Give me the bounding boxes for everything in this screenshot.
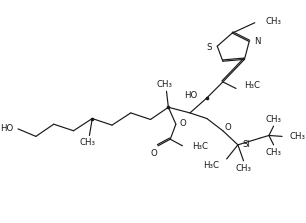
Text: H₃C: H₃C (244, 81, 260, 90)
Text: Si: Si (243, 140, 251, 149)
Text: H₃C: H₃C (192, 142, 208, 151)
Text: HO: HO (184, 91, 197, 101)
Text: N: N (254, 37, 260, 46)
Text: CH₃: CH₃ (266, 148, 282, 157)
Text: O: O (180, 119, 186, 128)
Text: CH₃: CH₃ (157, 80, 173, 89)
Text: O: O (151, 149, 158, 158)
Text: S: S (206, 43, 211, 52)
Text: O: O (225, 124, 232, 132)
Text: CH₃: CH₃ (236, 164, 252, 173)
Text: H₃C: H₃C (203, 161, 219, 170)
Text: CH₃: CH₃ (265, 17, 281, 26)
Text: CH₃: CH₃ (289, 132, 306, 141)
Text: CH₃: CH₃ (80, 138, 95, 147)
Text: HO: HO (0, 124, 13, 133)
Text: CH₃: CH₃ (266, 115, 282, 124)
